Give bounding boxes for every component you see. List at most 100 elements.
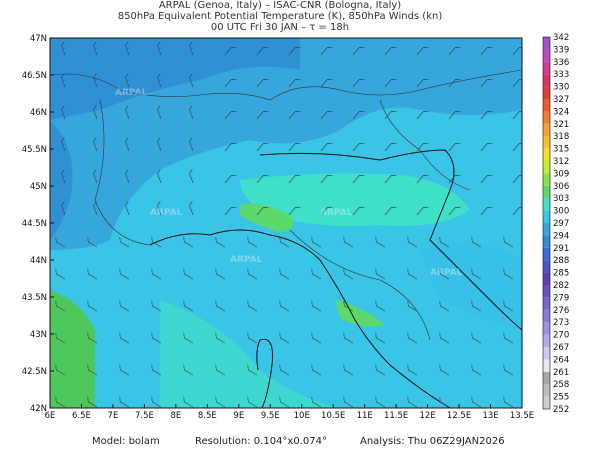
colorbar-label: 303 [553, 194, 569, 204]
wind-barb [183, 268, 194, 280]
wind-barb [119, 236, 130, 248]
wind-barb [407, 332, 418, 344]
wind-barb [61, 73, 66, 88]
wind-barb [151, 364, 162, 376]
wind-barb [215, 396, 226, 408]
wind-barb [407, 236, 418, 248]
wind-barb [93, 137, 98, 152]
wind-barb [279, 300, 290, 312]
wind-barb [224, 142, 237, 152]
wind-barb [87, 236, 98, 248]
lat-tick-label: 44N [30, 256, 47, 266]
wind-barb [224, 110, 237, 120]
wind-barb [93, 41, 98, 56]
wind-barb [375, 396, 386, 408]
colorbar-cell [543, 161, 550, 174]
wind-barb [151, 268, 162, 280]
wind-barb [416, 206, 429, 216]
colorbar-label: 312 [553, 157, 569, 167]
lon-tick-label: 10.5E [321, 411, 345, 421]
wind-barb [87, 268, 98, 280]
wind-barb [320, 206, 333, 216]
wind-barb [55, 396, 66, 408]
lat-tick-label: 44.5N [22, 219, 47, 229]
wind-barb [119, 364, 130, 376]
lon-tick-label: 12E [420, 411, 436, 421]
lon-tick-label: 12.5E [447, 411, 471, 421]
wind-barb [288, 78, 301, 88]
wind-barb [512, 174, 522, 184]
wind-barb [343, 364, 354, 376]
wind-barb [503, 332, 514, 344]
colorbar-label: 342 [553, 33, 569, 43]
colorbar-label: 297 [553, 219, 569, 229]
lat-tick-label: 46.5N [22, 71, 47, 81]
wind-barb [439, 364, 450, 376]
wind-barb [224, 206, 237, 216]
wind-barb [352, 46, 365, 56]
wind-barb [55, 332, 66, 344]
wind-barb [183, 300, 194, 312]
wind-barb [87, 396, 98, 408]
wind-barb [352, 142, 365, 152]
wind-barb [416, 142, 429, 152]
wind-barb [125, 41, 130, 56]
wind-barb [503, 268, 514, 280]
wind-barb [375, 300, 386, 312]
colorbar-cell [543, 371, 550, 385]
wind-barb [125, 169, 130, 184]
wind-barb [448, 46, 461, 56]
wind-barb [320, 174, 333, 184]
colorbar-label: 306 [553, 182, 569, 192]
colorbar-label: 318 [553, 132, 569, 142]
colorbar-cell [543, 86, 550, 99]
wind-barb [471, 332, 482, 344]
lon-tick-label: 7.5E [135, 411, 154, 421]
wind-barb [448, 206, 461, 216]
wind-barb [125, 201, 130, 216]
wind-barb [407, 268, 418, 280]
wind-barb [189, 41, 194, 56]
watermark: ARPAL [430, 268, 463, 278]
colorbar-cell [543, 285, 550, 298]
wind-barb [384, 206, 397, 216]
wind-barb [311, 268, 322, 280]
wind-barb [512, 142, 522, 152]
wind-barb [352, 206, 365, 216]
wind-barb [189, 201, 194, 216]
wind-barb [375, 364, 386, 376]
colorbar-cell [543, 272, 550, 285]
wind-barb [183, 236, 194, 248]
wind-barb [247, 332, 258, 344]
wind-barb [311, 300, 322, 312]
wind-barb [157, 105, 162, 120]
wind-barb [375, 332, 386, 344]
wind-barb [448, 174, 461, 184]
colorbar-cell [543, 37, 550, 50]
wind-barb [343, 300, 354, 312]
colorbar-label: 264 [553, 355, 569, 365]
wind-barb [439, 396, 450, 408]
wind-barb [157, 169, 162, 184]
wind-barb [480, 142, 493, 152]
wind-barb [256, 110, 269, 120]
wind-barb [471, 268, 482, 280]
wind-barb [384, 110, 397, 120]
colorbar-label: 330 [553, 83, 569, 93]
wind-barb [480, 110, 493, 120]
colorbar-cell [543, 185, 550, 199]
colorbar-label: 276 [553, 306, 569, 316]
colorbar-cell [543, 111, 550, 124]
lon-tick-label: 9E [233, 411, 244, 421]
wind-barb [320, 110, 333, 120]
wind-barb [125, 73, 130, 88]
wind-barb [416, 110, 429, 120]
wind-barb [416, 46, 429, 56]
colorbar-cell [543, 123, 550, 137]
wind-barb [416, 78, 429, 88]
lon-tick-label: 6.5E [72, 411, 91, 421]
wind-barb [480, 174, 493, 184]
wind-barb [215, 332, 226, 344]
